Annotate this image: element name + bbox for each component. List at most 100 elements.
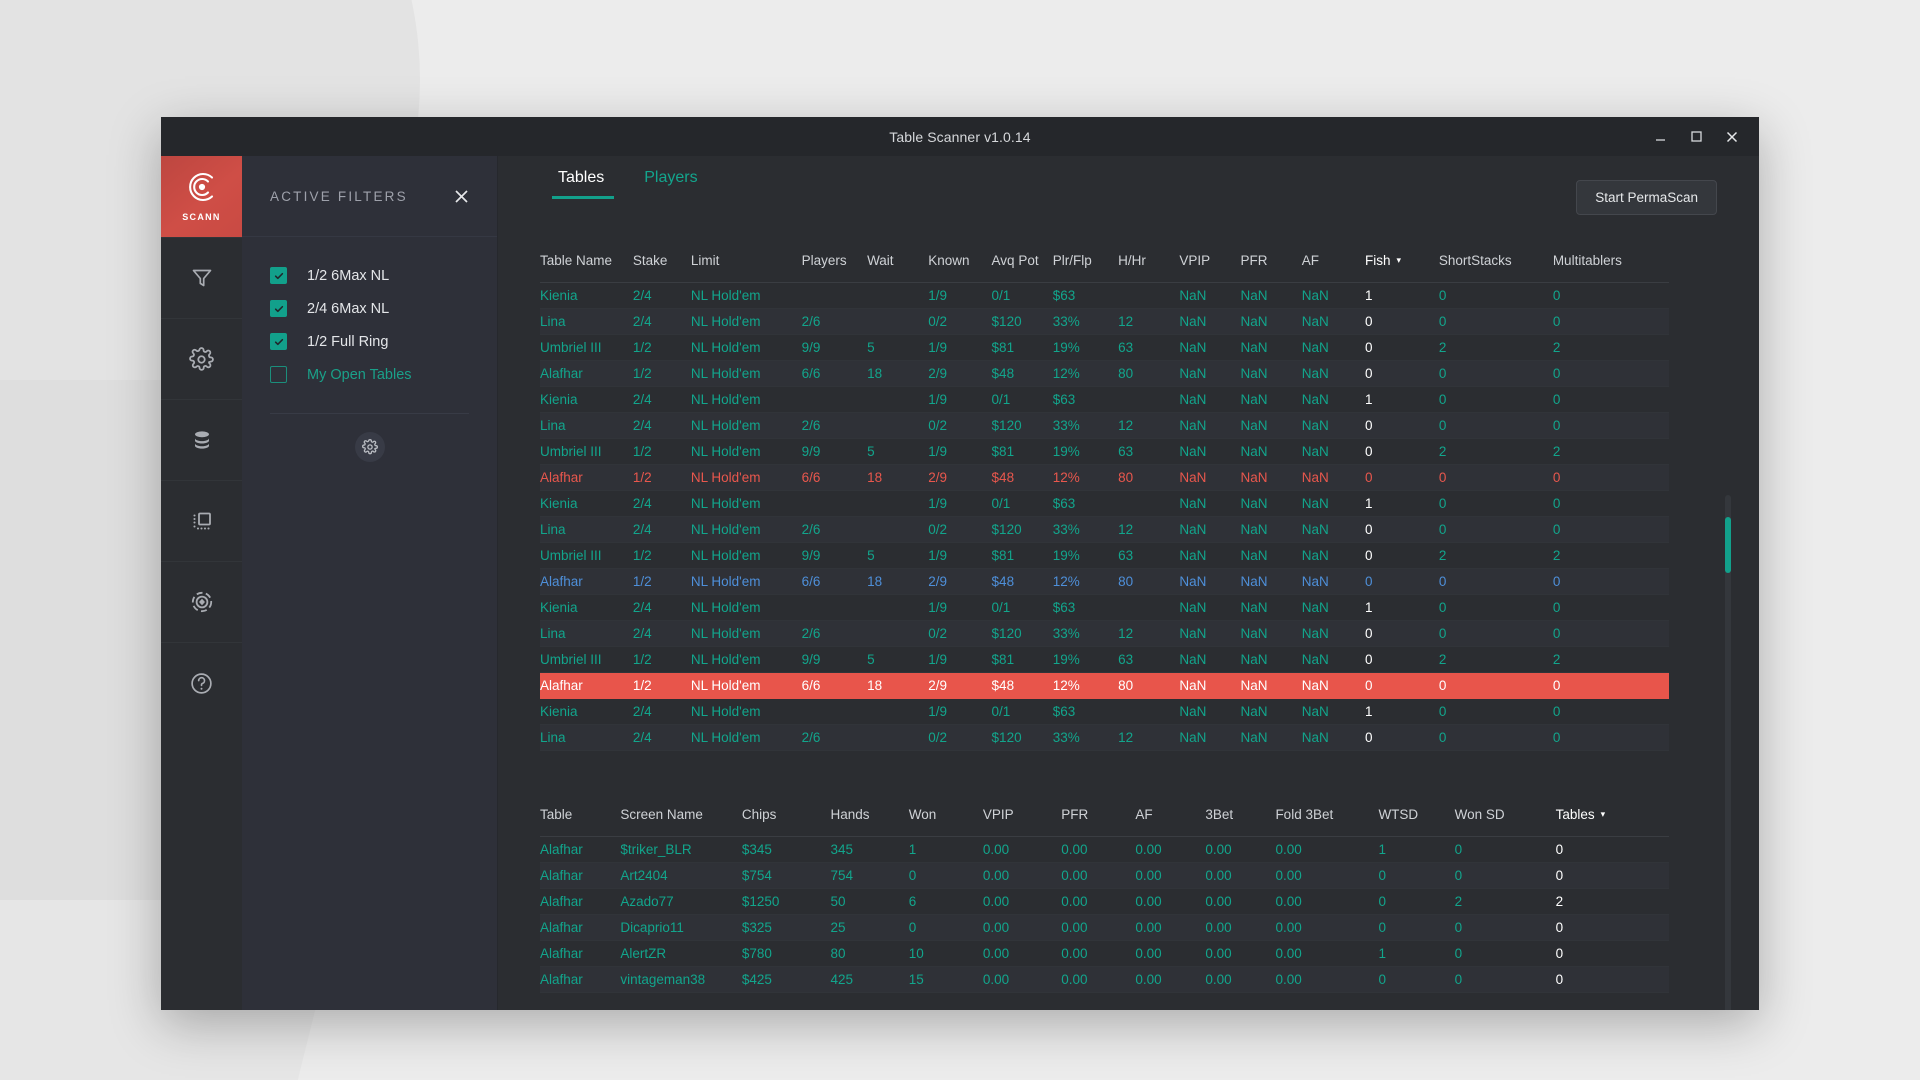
cell-stake: 2/4 <box>632 724 691 751</box>
table-row[interactable]: Kienia 2/4 NL Hold'em 1/9 0/1 $63 NaN NaN NaN 1 0 0 <box>540 282 1669 309</box>
cell-screen-name: vintageman38 <box>620 966 742 993</box>
table-row[interactable]: Lina 2/4 NL Hold'em 2/6 0/2 $120 33% 12 NaN NaN Na… <box>540 516 1669 543</box>
cell-table: Alafhar <box>540 940 621 967</box>
table-row[interactable]: Lina 2/4 NL Hold'em 2/6 0/2 $120 33% 12 NaN NaN Na… <box>540 620 1669 647</box>
cell-table-name: Kienia <box>540 490 633 517</box>
filter-item-1[interactable]: 2/4 6Max NL <box>242 292 497 325</box>
cell-known: 1/9 <box>928 438 992 465</box>
minimize-button[interactable] <box>1643 122 1677 152</box>
close-filters-button[interactable] <box>447 182 475 210</box>
cell-plr-flp: 12% <box>1052 464 1119 491</box>
column-header-screen-name[interactable]: Screen Name <box>620 797 742 837</box>
table-row[interactable]: Umbriel III 1/2 NL Hold'em 9/9 5 1/9 $81 19% 63 N… <box>540 334 1669 361</box>
cell-wait: 5 <box>867 542 929 569</box>
column-header-limit[interactable]: Limit <box>690 243 802 283</box>
column-header-vpip[interactable]: VPIP <box>1179 243 1241 283</box>
table-row[interactable]: Umbriel III 1/2 NL Hold'em 9/9 5 1/9 $81 19% 63 N… <box>540 542 1669 569</box>
column-header-players[interactable]: Players <box>801 243 868 283</box>
database-icon[interactable] <box>161 399 242 480</box>
column-header-wtsd[interactable]: WTSD <box>1378 797 1455 837</box>
maximize-button[interactable] <box>1679 122 1713 152</box>
table-row[interactable]: Kienia 2/4 NL Hold'em 1/9 0/1 $63 NaN NaN NaN 1 0 0 <box>540 386 1669 413</box>
column-header-3bet[interactable]: 3Bet <box>1205 797 1276 837</box>
column-header-h-hr[interactable]: H/Hr <box>1118 243 1180 283</box>
column-header-avq-pot[interactable]: Avq Pot <box>991 243 1053 283</box>
table-row[interactable]: Kienia 2/4 NL Hold'em 1/9 0/1 $63 NaN NaN NaN 1 0 0 <box>540 594 1669 621</box>
table-row[interactable]: Umbriel III 1/2 NL Hold'em 9/9 5 1/9 $81 19% 63 N… <box>540 438 1669 465</box>
column-header-wait[interactable]: Wait <box>867 243 929 283</box>
column-header-vpip[interactable]: VPIP <box>982 797 1062 837</box>
filter-item-2[interactable]: 1/2 Full Ring <box>242 325 497 358</box>
cell-af: NaN <box>1301 542 1365 569</box>
checkbox-checked[interactable] <box>270 300 287 317</box>
table-row[interactable]: Alafhar 1/2 NL Hold'em 6/6 18 2/9 $48 12% 80 NaN N… <box>540 672 1669 699</box>
layers-icon[interactable] <box>161 480 242 561</box>
column-header-fold-3bet[interactable]: Fold 3Bet <box>1275 797 1379 837</box>
table-row[interactable]: Alafhar vintageman38 $425 425 15 0.00 0.00 0.00… <box>540 966 1669 993</box>
cell-plr-flp: 12% <box>1052 672 1119 699</box>
table-row[interactable]: Lina 2/4 NL Hold'em 2/6 0/2 $120 33% 12 NaN NaN Na… <box>540 412 1669 439</box>
cell-wtsd: 0 <box>1378 862 1455 889</box>
table-row[interactable]: Kienia 2/4 NL Hold'em 1/9 0/1 $63 NaN NaN NaN 1 0 0 <box>540 698 1669 725</box>
column-header-tables[interactable]: Tables ▾ <box>1555 797 1669 837</box>
column-header-known[interactable]: Known <box>928 243 992 283</box>
cell-avq-pot: $120 <box>991 516 1053 543</box>
sidebar-item-scann[interactable]: SCANN <box>161 156 242 237</box>
column-header-hands[interactable]: Hands <box>830 797 909 837</box>
column-header-af[interactable]: AF <box>1301 243 1365 283</box>
cell-wait: 5 <box>867 646 929 673</box>
gear-icon[interactable] <box>354 432 385 462</box>
column-header-table-name[interactable]: Table Name <box>540 243 633 283</box>
tab-players[interactable]: Players <box>644 168 698 186</box>
tab-tables[interactable]: Tables <box>540 156 626 199</box>
checkbox-unchecked[interactable] <box>270 366 287 383</box>
close-button[interactable] <box>1715 122 1749 152</box>
table-row[interactable]: Alafhar Azado77 $1250 50 6 0.00 0.00 0.00 0.00 0.… <box>540 888 1669 915</box>
table-row[interactable]: Alafhar 1/2 NL Hold'em 6/6 18 2/9 $48 12% 80 NaN N… <box>540 568 1669 595</box>
filter-item-3[interactable]: My Open Tables <box>242 358 497 391</box>
column-header-shortstacks[interactable]: ShortStacks <box>1438 243 1553 283</box>
scrollbar-thumb[interactable] <box>1725 517 1731 573</box>
checkbox-checked[interactable] <box>270 267 287 284</box>
column-header-fish[interactable]: Fish ▾ <box>1365 243 1439 283</box>
column-header-pfr[interactable]: PFR <box>1240 243 1302 283</box>
column-header-won[interactable]: Won <box>908 797 983 837</box>
table-row[interactable]: Alafhar $triker_BLR $345 345 1 0.00 0.00 0.00 0.… <box>540 836 1669 863</box>
cell-table-name: Lina <box>540 724 633 751</box>
start-permascan-button[interactable]: Start PermaScan <box>1576 180 1717 215</box>
players-grid-body: Alafhar $triker_BLR $345 345 1 0.00 0.00 0.00 0.… <box>540 836 1669 993</box>
cell-avq-pot: 0/1 <box>991 386 1053 413</box>
table-row[interactable]: Alafhar Dicaprio11 $325 25 0 0.00 0.00 0.00 0.00… <box>540 914 1669 941</box>
cell-shortstacks: 0 <box>1438 516 1553 543</box>
gear-icon[interactable] <box>161 318 242 399</box>
poker-chip-icon[interactable] <box>161 561 242 642</box>
table-row[interactable]: Kienia 2/4 NL Hold'em 1/9 0/1 $63 NaN NaN NaN 1 0 0 <box>540 490 1669 517</box>
column-header-af[interactable]: AF <box>1135 797 1206 837</box>
table-row[interactable]: Alafhar AlertZR $780 80 10 0.00 0.00 0.00 0.00 0.… <box>540 940 1669 967</box>
cell-vpip: NaN <box>1179 568 1241 595</box>
column-header-plr-flp[interactable]: Plr/Flp <box>1052 243 1119 283</box>
table-row[interactable]: Alafhar Art2404 $754 754 0 0.00 0.00 0.00 0.00 0.… <box>540 862 1669 889</box>
cell-table-name: Umbriel III <box>540 334 633 361</box>
cell-limit: NL Hold'em <box>690 334 802 361</box>
column-header-multitablers[interactable]: Multitablers <box>1552 243 1669 283</box>
cell-limit: NL Hold'em <box>690 308 802 335</box>
column-header-stake[interactable]: Stake <box>632 243 691 283</box>
table-row[interactable]: Lina 2/4 NL Hold'em 2/6 0/2 $120 33% 12 NaN NaN Na… <box>540 724 1669 751</box>
table-row[interactable]: Alafhar 1/2 NL Hold'em 6/6 18 2/9 $48 12% 80 NaN N… <box>540 360 1669 387</box>
column-header-pfr[interactable]: PFR <box>1061 797 1136 837</box>
column-header-table[interactable]: Table <box>540 797 621 837</box>
help-icon[interactable] <box>161 642 242 723</box>
cell-players: 2/6 <box>801 308 868 335</box>
filter-item-0[interactable]: 1/2 6Max NL <box>242 259 497 292</box>
checkbox-checked[interactable] <box>270 333 287 350</box>
cell-af: NaN <box>1301 438 1365 465</box>
table-row[interactable]: Lina 2/4 NL Hold'em 2/6 0/2 $120 33% 12 NaN NaN Na… <box>540 308 1669 335</box>
filter-icon[interactable] <box>161 237 242 318</box>
column-header-chips[interactable]: Chips <box>741 797 831 837</box>
cell-h-hr: 63 <box>1118 438 1180 465</box>
table-row[interactable]: Alafhar 1/2 NL Hold'em 6/6 18 2/9 $48 12% 80 NaN N… <box>540 464 1669 491</box>
table-row[interactable]: Umbriel III 1/2 NL Hold'em 9/9 5 1/9 $81 19% 63 N… <box>540 646 1669 673</box>
vertical-scrollbar[interactable] <box>1725 495 1731 1010</box>
column-header-won-sd[interactable]: Won SD <box>1454 797 1556 837</box>
